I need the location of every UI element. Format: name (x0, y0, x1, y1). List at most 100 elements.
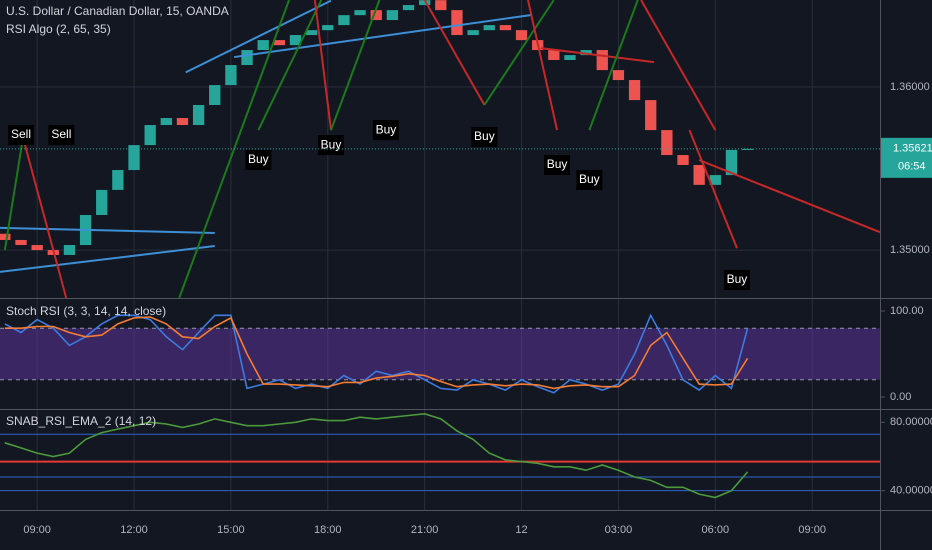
trend-line (257, 0, 323, 131)
series-line (4, 412, 749, 499)
candle-body (709, 175, 721, 185)
candle-body (564, 55, 576, 60)
series-line (4, 313, 749, 394)
trend-line (540, 47, 655, 64)
y-tick-label: 40.00000 (890, 485, 932, 497)
candle-body (499, 25, 512, 31)
candle-body (661, 130, 673, 156)
candle-body (628, 80, 641, 101)
x-tick-label: 15:00 (217, 524, 245, 536)
candle-body (305, 30, 318, 36)
x-tick-label: 09:00 (23, 524, 51, 536)
candle-body (467, 30, 479, 36)
candle-body (580, 50, 592, 56)
y-tick-label: 80.00000 (890, 416, 932, 428)
x-tick-label: 18:00 (314, 524, 342, 536)
candle-body (160, 118, 172, 126)
candle-body (596, 50, 608, 71)
last-price-box (881, 137, 932, 178)
trend-line (698, 159, 881, 234)
signal-label: Buy (727, 272, 748, 286)
candle-body (645, 100, 657, 131)
trend-line (20, 129, 68, 299)
trend-line (688, 129, 738, 249)
indicator-title: SNAB_RSI_EMA_2 (14, 12) (6, 414, 156, 428)
trend-line (185, 0, 332, 74)
indicator-title: Stoch RSI (3, 3, 14, 14, close) (6, 304, 166, 318)
candle-body (419, 0, 431, 6)
signal-label-box (48, 124, 75, 145)
signal-label-box (544, 154, 571, 175)
candle-body (741, 148, 754, 150)
candle-body (483, 25, 495, 31)
candle-body (338, 15, 350, 26)
candle-body (693, 164, 705, 185)
trend-line (0, 226, 215, 234)
candle-body (15, 239, 27, 246)
trend-line (483, 0, 555, 106)
candle-body (322, 25, 334, 31)
candle-body (144, 125, 156, 146)
countdown-label: 06:54 (898, 161, 926, 173)
x-tick-label: 12 (515, 524, 527, 536)
trend-line (640, 0, 717, 131)
trend-line (588, 0, 639, 131)
candle-body (370, 10, 382, 21)
candle-body (725, 149, 738, 176)
trend-line (233, 14, 532, 59)
signal-label-box (576, 169, 603, 190)
candle-body (112, 170, 124, 190)
series-line (4, 316, 749, 390)
signal-label-box (318, 135, 345, 156)
signal-label: Buy (474, 129, 495, 143)
candle-body (612, 70, 625, 81)
x-tick-label: 06:00 (702, 524, 730, 536)
signal-label-box (471, 126, 498, 147)
signal-label: Buy (376, 122, 397, 136)
candle-body (96, 189, 108, 216)
signal-label-box (245, 149, 272, 170)
candle-body (677, 155, 689, 165)
x-tick-label: 09:00 (798, 524, 826, 536)
candle-body (451, 10, 463, 36)
candle-body (209, 85, 221, 105)
trend-line (313, 0, 333, 131)
signal-label: Buy (579, 172, 600, 186)
candle-body (273, 40, 285, 46)
candle-body (192, 104, 205, 126)
candle-body (548, 50, 560, 60)
candle-body (515, 30, 528, 41)
indicator-title: RSI Algo (2, 65, 35) (6, 22, 111, 36)
candle-body (128, 145, 140, 171)
candle-body (402, 5, 415, 11)
trend-line (527, 0, 559, 131)
signal-label: Sell (51, 127, 71, 141)
signal-label: Buy (321, 137, 342, 151)
trend-line (423, 0, 486, 106)
candle-body (241, 50, 253, 66)
candle-body (63, 245, 76, 255)
x-tick-label: 03:00 (605, 524, 633, 536)
candle-body (257, 40, 269, 51)
x-tick-label: 21:00 (411, 524, 439, 536)
trend-line (330, 0, 381, 131)
last-price-label: 1.35621 (893, 143, 932, 155)
signal-label: Sell (11, 127, 31, 141)
candle-body (0, 233, 11, 240)
signal-label-box (7, 124, 34, 145)
candle-body (31, 245, 43, 251)
x-tick-label: 12:00 (120, 524, 148, 536)
band-fill (0, 328, 880, 380)
signal-label-box (723, 269, 750, 290)
candle-body (386, 10, 399, 21)
candle-body (225, 65, 237, 86)
candle-body (435, 0, 447, 11)
chart-title: U.S. Dollar / Canadian Dollar, 15, OANDA (6, 4, 229, 18)
y-tick-label: 1.36000 (890, 81, 930, 93)
candle-body (176, 118, 189, 126)
signal-label: Buy (547, 157, 568, 171)
y-tick-label: 0.00 (890, 391, 911, 403)
signal-label-box (372, 120, 399, 141)
